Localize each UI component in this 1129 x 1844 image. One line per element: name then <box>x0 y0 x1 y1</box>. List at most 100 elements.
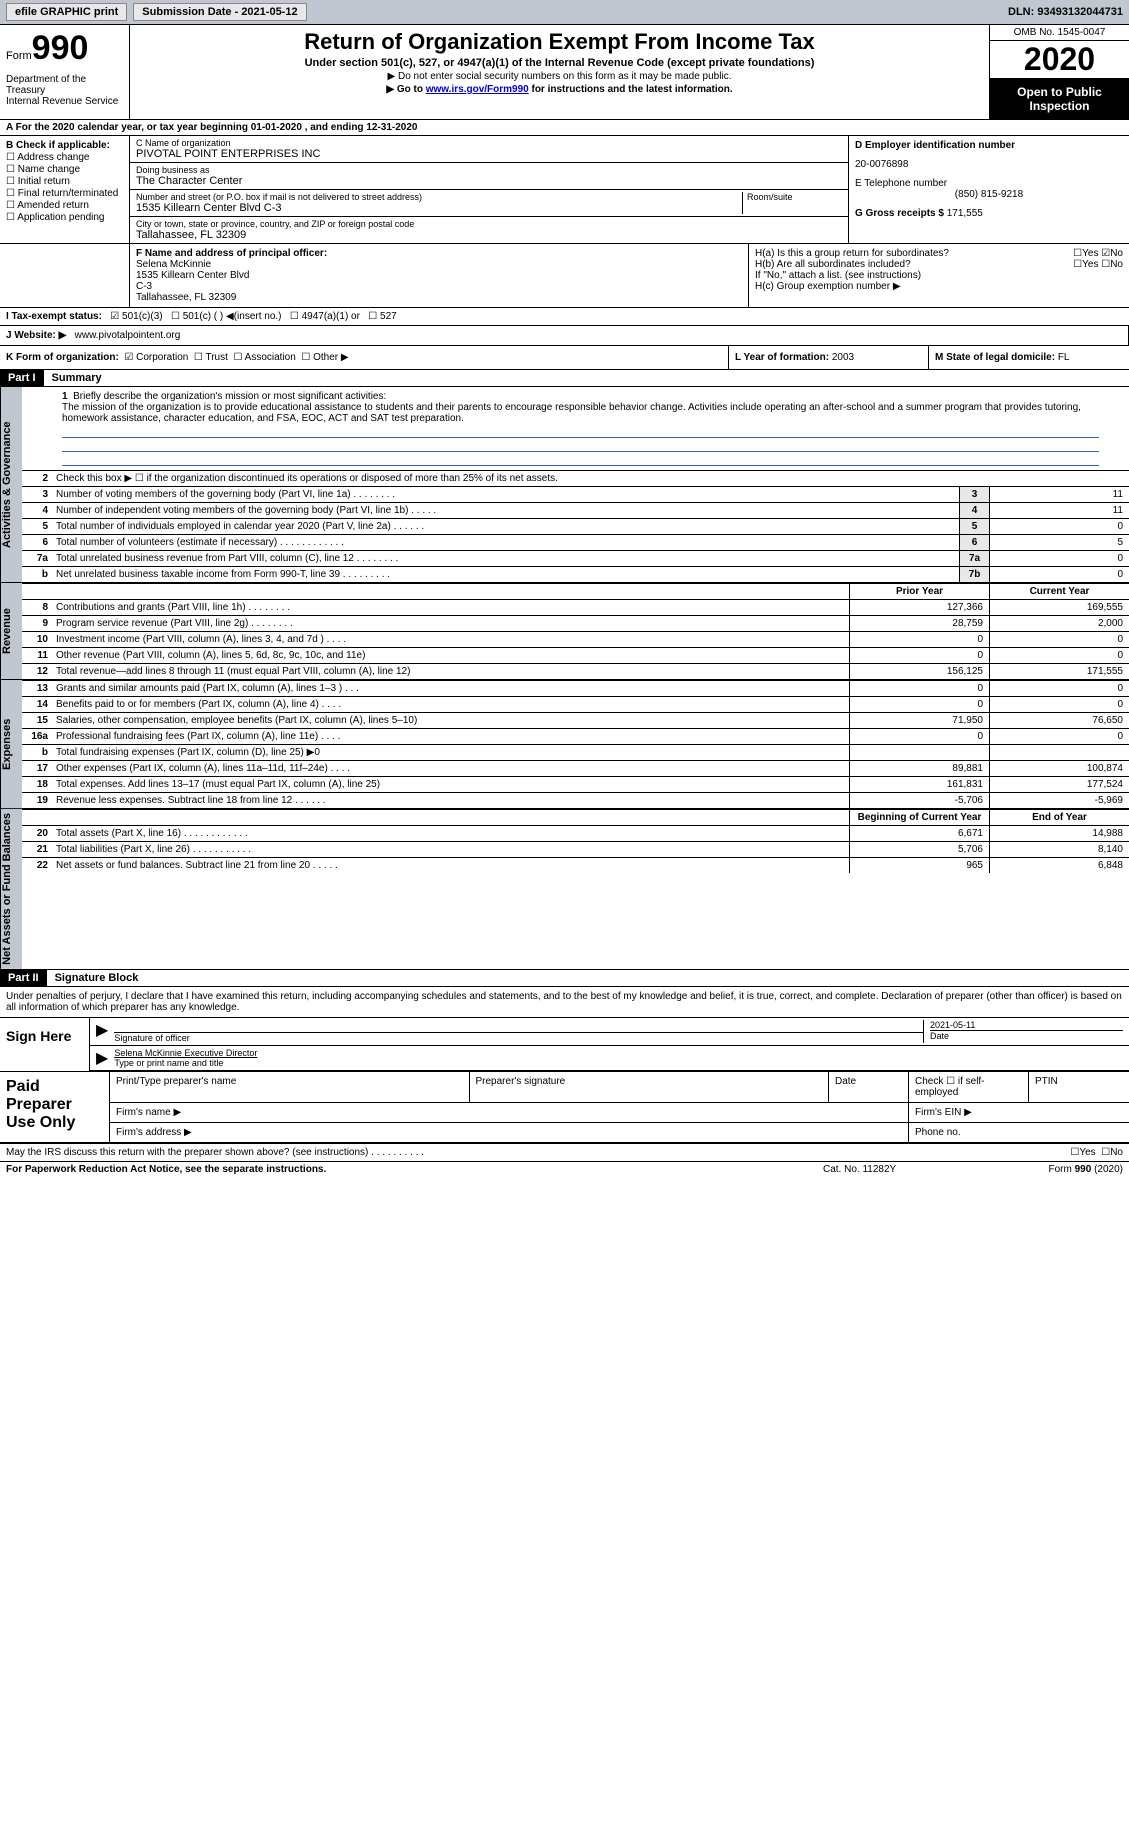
bottom-row: For Paperwork Reduction Act Notice, see … <box>0 1162 1129 1177</box>
gov-line: 4Number of independent voting members of… <box>22 502 1129 518</box>
row-a-period: A For the 2020 calendar year, or tax yea… <box>0 120 1129 136</box>
officer-addr1: 1535 Killearn Center Blvd <box>136 270 249 281</box>
arrow-icon: ▶ <box>96 1020 108 1043</box>
open-public: Open to Public Inspection <box>990 79 1129 119</box>
chk-address-change[interactable]: ☐ Address change <box>6 152 123 163</box>
dept-label: Department of the Treasury Internal Reve… <box>6 74 123 107</box>
paperwork-notice: For Paperwork Reduction Act Notice, see … <box>6 1164 823 1175</box>
org-name-label: C Name of organization <box>136 138 842 148</box>
col-d-ein: D Employer identification number 20-0076… <box>849 136 1129 243</box>
row-j-website: J Website: ▶ www.pivotalpointent.org <box>0 326 1129 346</box>
col-b-checkboxes: B Check if applicable: ☐ Address change … <box>0 136 130 243</box>
line1-label: Briefly describe the organization's miss… <box>73 391 386 402</box>
table-row: 15Salaries, other compensation, employee… <box>22 712 1129 728</box>
efile-print-button[interactable]: efile GRAPHIC print <box>6 3 127 21</box>
row-i-tax-status: I Tax-exempt status: ☑ 501(c)(3) ☐ 501(c… <box>0 308 1129 326</box>
netassets-section: Net Assets or Fund Balances Beginning of… <box>0 809 1129 970</box>
table-row: 13Grants and similar amounts paid (Part … <box>22 680 1129 696</box>
table-row: 20Total assets (Part X, line 16) . . . .… <box>22 825 1129 841</box>
firm-phone-label: Phone no. <box>909 1123 1129 1142</box>
row-k-form-org: K Form of organization: ☑ Corporation ☐ … <box>0 346 1129 370</box>
firm-name-label: Firm's name ▶ <box>110 1103 909 1122</box>
officer-label: F Name and address of principal officer: <box>136 248 327 259</box>
gov-line: 5Total number of individuals employed in… <box>22 518 1129 534</box>
gov-line: 6Total number of volunteers (estimate if… <box>22 534 1129 550</box>
table-row: 12Total revenue—add lines 8 through 11 (… <box>22 663 1129 679</box>
omb-number: OMB No. 1545-0047 <box>990 25 1129 41</box>
addr-value: 1535 Killearn Center Blvd C-3 <box>136 202 742 214</box>
table-row: 8Contributions and grants (Part VIII, li… <box>22 599 1129 615</box>
chk-amended-return[interactable]: ☐ Amended return <box>6 200 123 211</box>
form-prefix: Form <box>6 50 32 62</box>
discuss-row: May the IRS discuss this return with the… <box>0 1143 1129 1162</box>
sign-here-block: Sign Here ▶ Signature of officer 2021-05… <box>0 1018 1129 1072</box>
ein-value: 20-0076898 <box>855 159 1123 170</box>
prep-sig-hdr: Preparer's signature <box>470 1072 830 1102</box>
officer-row: F Name and address of principal officer:… <box>0 244 1129 308</box>
governance-vlabel: Activities & Governance <box>0 387 22 582</box>
city-value: Tallahassee, FL 32309 <box>136 229 842 241</box>
year-formation: 2003 <box>832 352 854 363</box>
top-bar: efile GRAPHIC print Submission Date - 20… <box>0 0 1129 25</box>
officer-city: Tallahassee, FL 32309 <box>136 292 236 303</box>
gross-value: 171,555 <box>947 208 983 219</box>
header-center: Return of Organization Exempt From Incom… <box>130 25 989 119</box>
prep-self-hdr: Check ☐ if self-employed <box>909 1072 1029 1102</box>
table-row: 10Investment income (Part VIII, column (… <box>22 631 1129 647</box>
chk-initial-return[interactable]: ☐ Initial return <box>6 176 123 187</box>
ha-label: H(a) Is this a group return for subordin… <box>755 248 949 259</box>
prior-year-hdr: Prior Year <box>849 584 989 599</box>
chk-final-return[interactable]: ☐ Final return/terminated <box>6 188 123 199</box>
header-right: OMB No. 1545-0047 2020 Open to Public In… <box>989 25 1129 119</box>
irs-link[interactable]: www.irs.gov/Form990 <box>426 84 529 95</box>
form-note2: ▶ Go to www.irs.gov/Form990 for instruct… <box>138 84 981 95</box>
sign-here-label: Sign Here <box>0 1018 90 1071</box>
website-value: www.pivotalpointent.org <box>75 330 181 341</box>
officer-addr2: C-3 <box>136 281 152 292</box>
dln-label: DLN: 93493132044731 <box>1008 6 1123 18</box>
col-b-label: B Check if applicable: <box>6 140 110 151</box>
arrow-icon: ▶ <box>96 1048 108 1068</box>
cat-no: Cat. No. 11282Y <box>823 1164 973 1175</box>
chk-name-change[interactable]: ☐ Name change <box>6 164 123 175</box>
sig-date: 2021-05-11 <box>930 1020 975 1030</box>
h-block: H(a) Is this a group return for subordin… <box>749 244 1129 307</box>
hb-note: If "No," attach a list. (see instruction… <box>755 270 1123 281</box>
tel-label: E Telephone number <box>855 178 947 189</box>
part1-header: Part I Summary <box>0 370 1129 387</box>
addr-label: Number and street (or P.O. box if mail i… <box>136 192 742 202</box>
prep-ptin-hdr: PTIN <box>1029 1072 1129 1102</box>
form-header: Form990 Department of the Treasury Inter… <box>0 25 1129 120</box>
city-label: City or town, state or province, country… <box>136 219 842 229</box>
gross-label: G Gross receipts $ <box>855 208 944 219</box>
part2-title: Signature Block <box>47 970 147 986</box>
end-year-hdr: End of Year <box>989 810 1129 825</box>
prep-date-hdr: Date <box>829 1072 909 1102</box>
table-row: 16aProfessional fundraising fees (Part I… <box>22 728 1129 744</box>
governance-section: Activities & Governance 1 Briefly descri… <box>0 387 1129 583</box>
firm-addr-label: Firm's address ▶ <box>110 1123 909 1142</box>
form-note1: ▶ Do not enter social security numbers o… <box>138 71 981 82</box>
gov-line: 7aTotal unrelated business revenue from … <box>22 550 1129 566</box>
part2-header: Part II Signature Block <box>0 970 1129 987</box>
form-title: Return of Organization Exempt From Incom… <box>138 29 981 55</box>
sig-date-label: Date <box>930 1030 1123 1041</box>
col-c-org-info: C Name of organization PIVOTAL POINT ENT… <box>130 136 849 243</box>
submission-date-button[interactable]: Submission Date - 2021-05-12 <box>133 3 306 21</box>
gov-line: 3Number of voting members of the governi… <box>22 486 1129 502</box>
ein-label: D Employer identification number <box>855 140 1015 151</box>
part1-title: Summary <box>44 370 110 386</box>
current-year-hdr: Current Year <box>989 584 1129 599</box>
paid-preparer-block: Paid Preparer Use Only Print/Type prepar… <box>0 1072 1129 1143</box>
officer-name: Selena McKinnie <box>136 259 211 270</box>
table-row: 17Other expenses (Part IX, column (A), l… <box>22 760 1129 776</box>
officer-printed-name: Selena McKinnie Executive Director <box>114 1048 257 1058</box>
header-left: Form990 Department of the Treasury Inter… <box>0 25 130 119</box>
form-subtitle: Under section 501(c), 527, or 4947(a)(1)… <box>138 57 981 69</box>
gov-line: bNet unrelated business taxable income f… <box>22 566 1129 582</box>
main-info-block: B Check if applicable: ☐ Address change … <box>0 136 1129 244</box>
hc-label: H(c) Group exemption number ▶ <box>755 281 1123 292</box>
table-row: 14Benefits paid to or for members (Part … <box>22 696 1129 712</box>
mission-text: The mission of the organization is to pr… <box>62 402 1081 424</box>
chk-app-pending[interactable]: ☐ Application pending <box>6 212 123 223</box>
